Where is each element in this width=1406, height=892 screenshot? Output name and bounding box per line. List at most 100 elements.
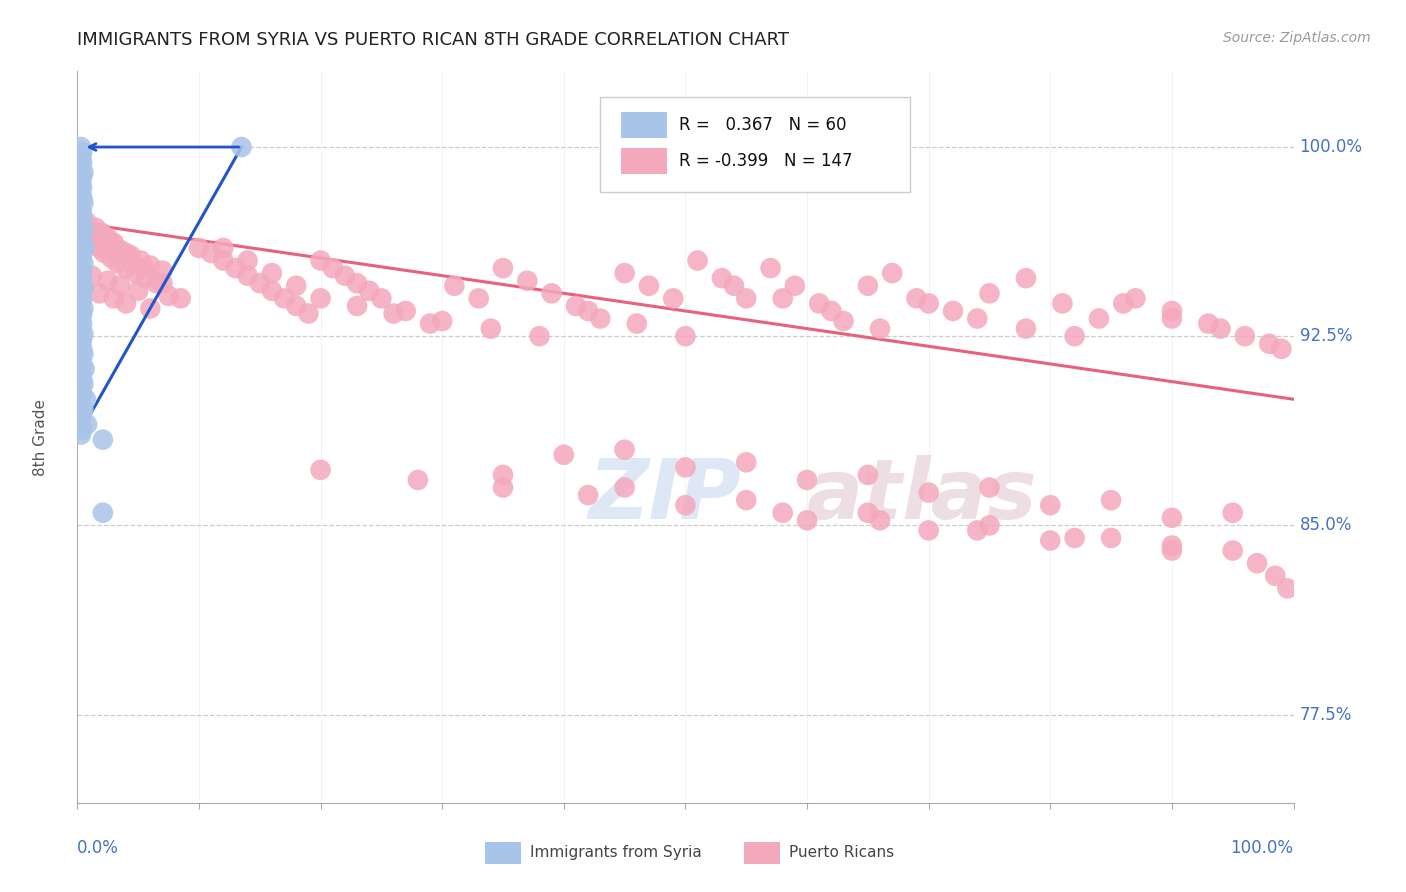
Text: R = -0.399   N = 147: R = -0.399 N = 147: [679, 153, 853, 170]
Point: [70, 387, 93, 401]
Text: R =   0.367   N = 60: R = 0.367 N = 60: [679, 116, 846, 134]
Point: [796, 473, 818, 487]
Point: [100, 251, 122, 265]
Point: [70, 160, 93, 174]
Point: [75, 392, 97, 407]
Point: [1233, 329, 1256, 343]
Point: [108, 278, 131, 293]
Point: [942, 304, 965, 318]
Point: [224, 261, 246, 276]
Point: [236, 268, 259, 283]
Point: [783, 278, 806, 293]
Point: [72, 165, 94, 179]
FancyBboxPatch shape: [744, 841, 780, 863]
Point: [70, 271, 93, 285]
Point: [796, 513, 818, 527]
Point: [115, 296, 138, 310]
FancyBboxPatch shape: [621, 112, 668, 138]
Point: [346, 299, 368, 313]
Point: [735, 493, 758, 508]
Text: 8th Grade: 8th Grade: [34, 399, 48, 475]
Point: [70, 397, 93, 411]
Point: [1264, 569, 1286, 583]
Point: [1015, 271, 1038, 285]
Point: [70, 226, 93, 240]
Point: [76, 417, 98, 432]
Point: [1063, 329, 1085, 343]
Point: [84, 235, 107, 250]
Point: [479, 321, 502, 335]
Point: [1197, 317, 1219, 331]
Point: [70, 382, 93, 396]
Point: [212, 253, 235, 268]
Point: [979, 518, 1001, 533]
Point: [107, 256, 129, 270]
Point: [856, 506, 879, 520]
Point: [297, 306, 319, 320]
Text: 0.0%: 0.0%: [77, 839, 120, 857]
Point: [89, 241, 111, 255]
Point: [529, 329, 551, 343]
Point: [70, 175, 93, 189]
Point: [73, 241, 96, 255]
Point: [869, 513, 891, 527]
Point: [70, 216, 93, 230]
Point: [759, 261, 782, 276]
Point: [145, 277, 167, 291]
Text: Immigrants from Syria: Immigrants from Syria: [530, 845, 702, 860]
Point: [430, 314, 453, 328]
Point: [359, 284, 381, 298]
Point: [1112, 296, 1135, 310]
Point: [1161, 543, 1184, 558]
Point: [966, 311, 988, 326]
Point: [120, 248, 142, 262]
Point: [638, 278, 661, 293]
Point: [72, 377, 94, 392]
Point: [90, 228, 112, 243]
Point: [70, 251, 93, 265]
Point: [72, 220, 94, 235]
Point: [72, 402, 94, 417]
Point: [70, 261, 93, 276]
Point: [492, 467, 515, 482]
Point: [70, 150, 93, 164]
Point: [772, 291, 794, 305]
Point: [70, 286, 93, 301]
Point: [90, 226, 112, 240]
Point: [70, 140, 93, 154]
Point: [70, 412, 93, 426]
Text: 100.0%: 100.0%: [1299, 138, 1362, 156]
Point: [70, 145, 93, 159]
Point: [115, 246, 138, 260]
Text: Source: ZipAtlas.com: Source: ZipAtlas.com: [1223, 31, 1371, 45]
Point: [675, 460, 697, 475]
Point: [1015, 321, 1038, 335]
Point: [1277, 582, 1299, 596]
Point: [134, 261, 156, 276]
Point: [309, 253, 332, 268]
Point: [686, 253, 709, 268]
Point: [576, 488, 599, 502]
Point: [882, 266, 904, 280]
Point: [125, 266, 148, 280]
Point: [979, 481, 1001, 495]
Point: [80, 231, 103, 245]
Point: [516, 274, 538, 288]
Point: [115, 261, 138, 276]
Point: [157, 289, 180, 303]
Point: [370, 291, 392, 305]
Point: [70, 408, 93, 422]
Point: [856, 467, 879, 482]
Point: [76, 216, 98, 230]
Point: [1039, 498, 1062, 512]
Point: [1099, 531, 1122, 545]
Point: [70, 423, 93, 437]
Text: Puerto Ricans: Puerto Ricans: [789, 845, 894, 860]
Point: [382, 306, 405, 320]
Point: [979, 286, 1001, 301]
Point: [97, 233, 120, 247]
Point: [139, 301, 162, 316]
Point: [70, 336, 93, 351]
Point: [260, 266, 283, 280]
Point: [91, 506, 114, 520]
